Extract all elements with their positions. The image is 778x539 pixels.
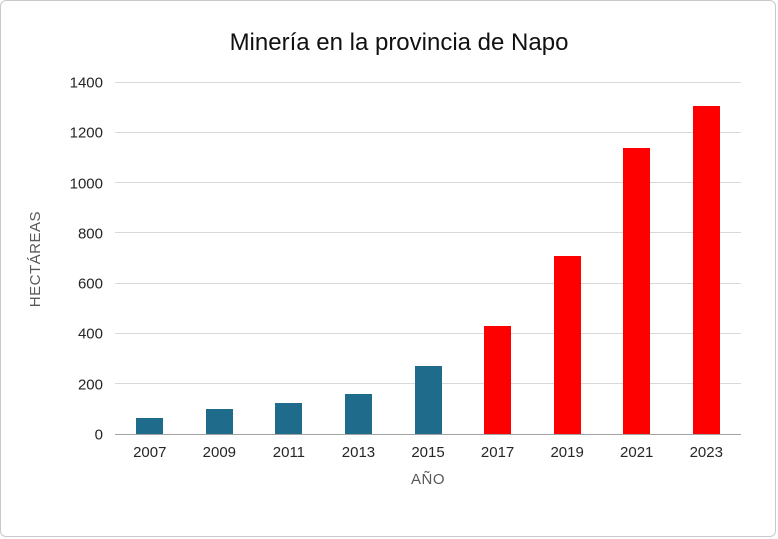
y-tick-label: 400	[77, 325, 103, 343]
plot-area	[115, 82, 741, 435]
bar-2013	[344, 393, 372, 434]
x-tick-label: 2013	[341, 444, 376, 461]
bar-slot	[602, 83, 672, 434]
bar-2015	[414, 366, 442, 434]
bar-2017	[484, 326, 512, 434]
y-tick-label: 1200	[69, 124, 103, 142]
bar-2009	[205, 408, 233, 434]
x-tick-label: 2015	[411, 444, 445, 461]
bar-slot	[254, 83, 324, 434]
bar-2019	[553, 256, 581, 434]
y-tick-label: 0	[94, 426, 103, 444]
bar-slot	[393, 83, 463, 434]
x-tick-label: 2017	[480, 444, 515, 461]
gridline	[115, 82, 741, 83]
bar-slot	[463, 83, 533, 434]
y-axis-label: HECTÁREAS	[26, 210, 44, 308]
chart-title: Minería en la provincia de Napo	[229, 29, 569, 56]
y-tick-label: 1000	[69, 175, 103, 193]
y-tick-label: 1400	[69, 74, 103, 92]
gridline	[115, 282, 741, 284]
chart-grid: HECTÁREAS 0 200 400 600 800 1000 1200 1400 2007…	[17, 76, 741, 488]
bar-2023	[692, 105, 720, 434]
x-tick-labels: 2007 2009 2011 2013 2015 2017 2019 2021 2023	[115, 435, 741, 461]
x-tick-label: 2007	[133, 444, 167, 461]
gridline	[115, 182, 741, 184]
bar-slot	[532, 83, 602, 434]
y-axis-label-cell: HECTÁREAS	[17, 83, 53, 435]
y-tick-label: 200	[77, 376, 103, 394]
gridline	[115, 232, 741, 234]
bar-2007	[136, 417, 164, 434]
gridline	[115, 132, 741, 134]
bar-slot	[324, 83, 394, 434]
x-tick-label: 2023	[689, 444, 723, 461]
x-axis-label: AÑO	[410, 471, 445, 488]
y-tick-label: 600	[77, 275, 103, 293]
x-tick-label: 2021	[620, 444, 654, 461]
bars-row	[115, 83, 741, 434]
bar-slot	[672, 83, 742, 434]
y-tick-label: 800	[77, 225, 103, 243]
x-tick-label: 2011	[272, 444, 306, 461]
y-axis-ticks: 0 200 400 600 800 1000 1200 1400	[53, 76, 115, 443]
gridline	[115, 332, 741, 334]
x-tick-label: 2019	[550, 444, 584, 461]
bar-2021	[623, 148, 651, 434]
x-tick-label: 2009	[202, 444, 237, 461]
bar-2011	[275, 402, 303, 434]
bar-slot	[115, 83, 185, 434]
bar-slot	[185, 83, 255, 434]
